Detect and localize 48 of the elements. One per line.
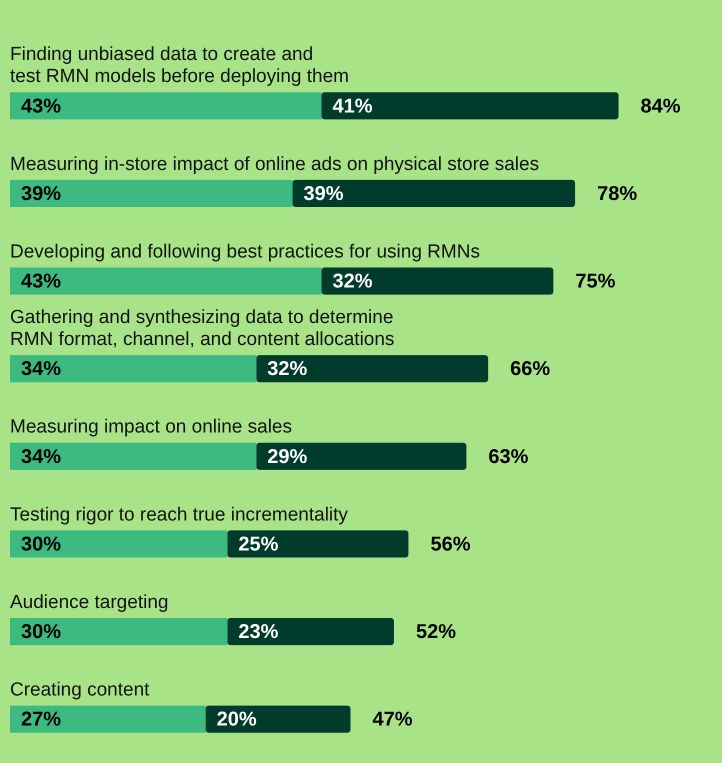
data-label: 39% bbox=[304, 182, 344, 205]
data-label: 25% bbox=[238, 533, 279, 556]
data-label: 34% bbox=[21, 446, 62, 468]
data-label: 30% bbox=[21, 533, 62, 556]
y-tick-label: Testing rigor to reach true incrementality bbox=[10, 504, 348, 526]
data-label: 23% bbox=[238, 621, 279, 644]
total-label: 63% bbox=[488, 446, 529, 468]
bar bbox=[10, 706, 206, 733]
total-label: 52% bbox=[416, 621, 456, 644]
bar bbox=[292, 180, 576, 208]
bar bbox=[10, 355, 256, 382]
y-tick-label: Developing and following best practices for using RMNs bbox=[10, 241, 480, 262]
bar bbox=[10, 92, 322, 120]
data-label: 30% bbox=[21, 621, 62, 644]
bar bbox=[256, 355, 488, 382]
y-tick-label: Measuring in-store impact of online ads on physical store sales bbox=[10, 154, 540, 175]
y-tick-label: Audience targeting bbox=[10, 592, 168, 613]
data-label: 29% bbox=[267, 446, 308, 468]
bar bbox=[10, 442, 256, 470]
data-label: 34% bbox=[21, 358, 62, 380]
bar bbox=[322, 267, 554, 295]
bar bbox=[322, 92, 619, 120]
total-label: 78% bbox=[597, 182, 638, 205]
data-label: 20% bbox=[216, 708, 257, 731]
data-label: 32% bbox=[267, 358, 308, 380]
data-label: 43% bbox=[21, 270, 62, 293]
y-tick-label: Measuring impact on online sales bbox=[10, 416, 292, 438]
total-label: 75% bbox=[575, 270, 616, 293]
data-label: 39% bbox=[21, 182, 62, 205]
y-tick-label: Creating content bbox=[10, 680, 150, 701]
bar bbox=[227, 618, 394, 646]
bar bbox=[256, 442, 466, 470]
bar bbox=[206, 706, 350, 733]
total-label: 47% bbox=[372, 708, 413, 731]
bar bbox=[10, 618, 228, 646]
data-label: 41% bbox=[332, 95, 373, 118]
data-label: 32% bbox=[332, 270, 373, 293]
data-label: 43% bbox=[21, 95, 62, 118]
data-label: 27% bbox=[21, 708, 62, 731]
bar bbox=[10, 530, 228, 558]
y-tick-label: Gathering and synthesizing data to determine RMN format, channel, and content allocations bbox=[10, 307, 394, 350]
y-tick-label: Finding unbiased data to create and test RMN models before deploying them bbox=[10, 44, 349, 88]
total-label: 66% bbox=[510, 358, 550, 380]
bar bbox=[10, 267, 322, 295]
total-label: 84% bbox=[640, 95, 681, 118]
bar bbox=[227, 530, 408, 558]
bar bbox=[10, 180, 293, 208]
total-label: 56% bbox=[430, 533, 471, 556]
